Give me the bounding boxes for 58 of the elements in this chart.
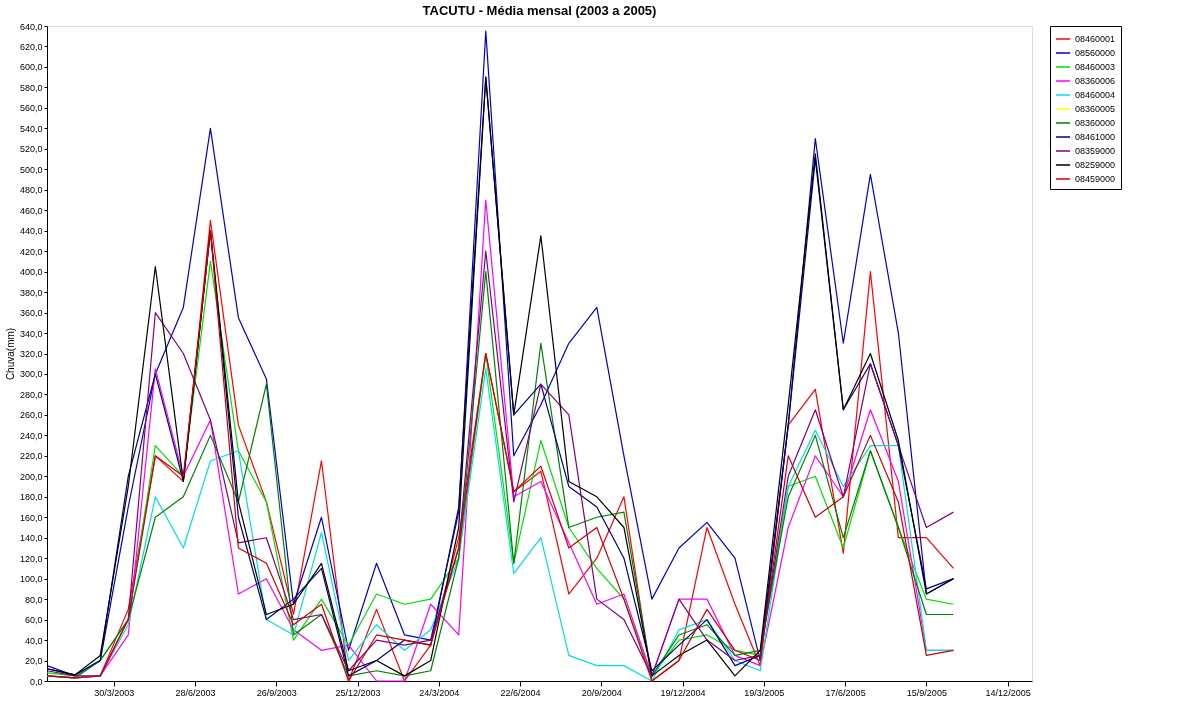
y-tick-label: 60,0 (24, 615, 43, 626)
legend-label: 08460004 (1075, 90, 1116, 100)
legend-label: 08360005 (1075, 104, 1116, 114)
y-tick-label: 440,0 (19, 226, 43, 237)
x-tick-label: 30/3/2003 (94, 687, 135, 698)
chart-title: TACUTU - Média mensal (2003 a 2005) (422, 3, 657, 18)
x-tick-label: 20/9/2004 (581, 687, 622, 698)
y-tick-label: 200,0 (19, 471, 43, 482)
y-tick-label: 140,0 (19, 533, 43, 544)
y-tick-label: 500,0 (19, 164, 43, 175)
y-tick-label: 480,0 (19, 185, 43, 196)
x-tick-label: 25/12/2003 (335, 687, 381, 698)
y-tick-label: 0,0 (29, 676, 43, 687)
y-tick-label: 160,0 (19, 512, 43, 523)
y-tick-label: 80,0 (24, 594, 43, 605)
y-tick-label: 360,0 (19, 308, 43, 319)
y-tick-label: 20,0 (24, 656, 43, 667)
y-tick-label: 580,0 (19, 82, 43, 93)
x-tick-label: 28/6/2003 (175, 687, 216, 698)
legend-label: 08459000 (1075, 174, 1116, 184)
y-tick-label: 120,0 (19, 553, 43, 564)
y-tick-label: 260,0 (19, 410, 43, 421)
y-tick-label: 220,0 (19, 451, 43, 462)
x-tick-label: 17/6/2005 (825, 687, 866, 698)
x-tick-label: 19/12/2004 (660, 687, 706, 698)
y-tick-label: 460,0 (19, 205, 43, 216)
y-tick-label: 320,0 (19, 349, 43, 359)
y-tick-label: 620,0 (19, 41, 43, 52)
y-tick-label: 600,0 (19, 62, 43, 73)
x-tick-label: 15/9/2005 (906, 687, 947, 698)
x-tick-label: 24/3/2004 (419, 687, 460, 698)
x-tick-label: 19/3/2005 (744, 687, 785, 698)
x-tick-label: 22/6/2004 (500, 687, 541, 698)
x-tick-label: 14/12/2005 (985, 687, 1031, 698)
x-tick-label: 26/9/2003 (256, 687, 297, 698)
legend-label: 08461000 (1075, 132, 1116, 142)
y-tick-label: 560,0 (19, 103, 43, 114)
y-tick-label: 40,0 (24, 635, 43, 646)
legend-label: 08259000 (1075, 160, 1116, 170)
y-tick-label: 300,0 (19, 369, 43, 380)
y-tick-label: 340,0 (19, 328, 43, 339)
y-tick-label: 420,0 (19, 246, 43, 257)
legend-label: 08360000 (1075, 118, 1116, 128)
legend-label: 08460003 (1075, 62, 1116, 72)
y-axis-title: Chuva(mm) (4, 327, 16, 381)
y-tick-label: 520,0 (19, 144, 43, 155)
y-tick-label: 100,0 (19, 574, 43, 585)
legend-label: 08359000 (1075, 146, 1116, 156)
y-tick-label: 540,0 (19, 123, 43, 134)
y-tick-label: 640,0 (19, 21, 43, 32)
y-tick-label: 280,0 (19, 389, 43, 400)
y-tick-label: 380,0 (19, 287, 43, 298)
legend-label: 08360006 (1075, 76, 1116, 86)
legend-label: 08460001 (1075, 34, 1116, 44)
y-tick-label: 400,0 (19, 267, 43, 278)
y-tick-label: 240,0 (19, 430, 43, 441)
y-tick-label: 180,0 (19, 492, 43, 503)
legend-label: 08560000 (1075, 48, 1116, 58)
